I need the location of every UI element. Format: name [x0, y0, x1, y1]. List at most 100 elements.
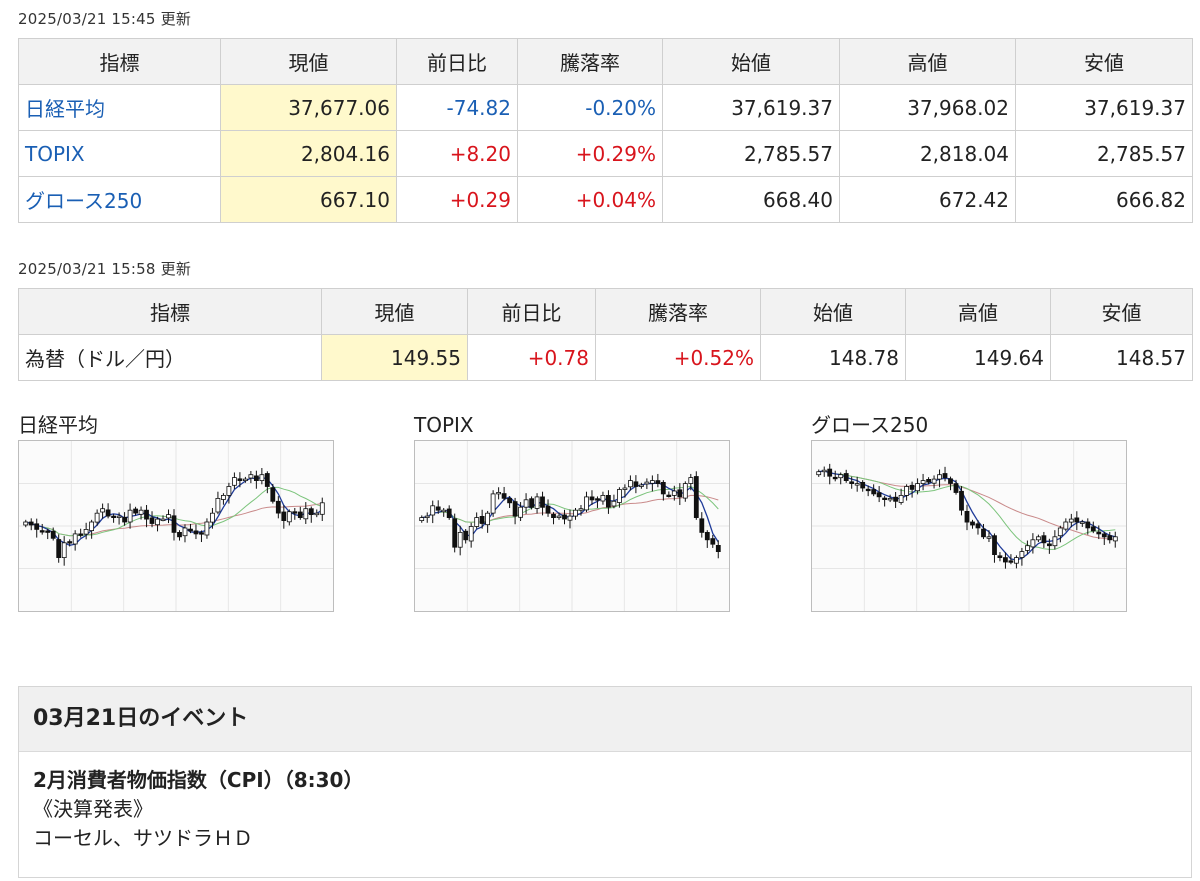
table-row: TOPIX 2,804.16 +8.20 +0.29% 2,785.57 2,8… — [18, 130, 1193, 177]
candle-body — [578, 508, 584, 511]
candle-body — [1101, 533, 1107, 538]
header-open: 始値 — [662, 38, 840, 85]
candle-body — [909, 484, 915, 490]
events-panel: 03月21日のイベント 2月消費者物価指数（CPI）（8:30） 《決算発表》 … — [18, 686, 1192, 878]
candle-body — [953, 483, 959, 493]
candle-body — [50, 530, 56, 539]
candle-body — [303, 508, 309, 520]
candle-body — [23, 521, 29, 526]
candle-body — [644, 481, 650, 485]
index-link-topix[interactable]: TOPIX — [25, 141, 85, 166]
candlestick-chart-svg[interactable] — [415, 441, 729, 611]
candle-body — [622, 487, 628, 490]
candle-body — [83, 529, 89, 535]
candle-body — [671, 490, 677, 496]
open-value: 668.40 — [662, 176, 840, 223]
current-value: 667.10 — [220, 176, 397, 223]
candle-body — [959, 490, 964, 511]
candle-body — [275, 500, 281, 514]
candle-body — [584, 496, 589, 511]
candle-body — [556, 515, 562, 518]
candle-body — [600, 495, 606, 502]
candle-body — [887, 498, 893, 501]
open-value: 148.78 — [760, 334, 906, 381]
candle-body — [682, 483, 688, 499]
candle-body — [248, 474, 254, 479]
table-header-row: 指標 現値 前日比 騰落率 始値 高値 安値 — [18, 38, 1193, 85]
candle-body — [479, 516, 485, 524]
candle-body — [253, 475, 259, 482]
chart-nikkei[interactable]: 日経平均 — [18, 410, 334, 612]
candle-body — [860, 482, 866, 489]
candle-body — [540, 496, 545, 508]
candle-body — [430, 505, 436, 516]
candlestick-chart-svg[interactable] — [812, 441, 1126, 611]
candle-body — [529, 498, 534, 508]
candle-body — [496, 492, 501, 495]
candlestick-chart-svg[interactable] — [19, 441, 333, 611]
candle-body — [1085, 521, 1091, 529]
candle-body — [595, 498, 600, 501]
candle-body — [237, 478, 243, 481]
candle-body — [964, 511, 970, 523]
table-row: 為替（ドル／円） 149.55 +0.78 +0.52% 148.78 149.… — [18, 334, 1193, 381]
candle-body — [616, 489, 622, 503]
chart-topix[interactable]: TOPIX — [414, 410, 730, 612]
candle-body — [127, 509, 133, 523]
candle-body — [177, 532, 182, 538]
candle-body — [688, 477, 694, 484]
candle-body — [105, 509, 111, 517]
rate-value: +0.04% — [517, 176, 663, 223]
candle-body — [220, 495, 226, 500]
candle-body — [551, 513, 556, 519]
candle-body — [562, 514, 567, 520]
low-value: 2,785.57 — [1015, 130, 1193, 177]
candle-body — [215, 498, 221, 513]
fx-updated-time: 2025/03/21 15:58 更新 — [18, 260, 192, 278]
candle-body — [149, 517, 155, 524]
candle-body — [435, 506, 441, 511]
current-value: 37,677.06 — [220, 84, 397, 131]
candle-body — [821, 469, 827, 473]
candle-body — [1013, 557, 1019, 564]
candle-body — [827, 468, 833, 477]
table-row: グロース250 667.10 +0.29 +0.04% 668.40 672.4… — [18, 176, 1193, 223]
candle-body — [1046, 543, 1052, 547]
header-high: 高値 — [905, 288, 1051, 335]
high-value: 149.64 — [905, 334, 1051, 381]
candle-body — [61, 542, 67, 559]
candle-body — [1008, 560, 1014, 563]
chart-growth250[interactable]: グロース250 — [811, 410, 1127, 612]
candle-body — [970, 521, 975, 526]
candle-body — [193, 530, 199, 535]
candle-body — [666, 494, 672, 497]
change-value: +0.29 — [396, 176, 518, 223]
candle-body — [452, 518, 458, 548]
table-row: 日経平均 37,677.06 -74.82 -0.20% 37,619.37 3… — [18, 84, 1193, 131]
candle-body — [419, 517, 425, 521]
open-value: 37,619.37 — [662, 84, 840, 131]
header-indicator: 指標 — [18, 288, 322, 335]
index-link-growth250[interactable]: グロース250 — [25, 189, 143, 213]
candle-body — [1074, 517, 1080, 523]
header-rate: 騰落率 — [595, 288, 761, 335]
header-change: 前日比 — [396, 38, 518, 85]
candle-body — [942, 473, 948, 478]
candle-body — [882, 497, 887, 500]
candle-body — [655, 480, 661, 484]
header-rate: 騰落率 — [517, 38, 663, 85]
candle-body — [188, 528, 193, 532]
candle-body — [199, 532, 204, 535]
candle-body — [138, 509, 144, 515]
earnings-companies: コーセル、サツドラＨＤ — [33, 826, 253, 850]
candle-body — [160, 518, 166, 521]
header-open: 始値 — [760, 288, 906, 335]
candle-body — [715, 545, 721, 553]
candle-body — [39, 530, 45, 533]
candle-body — [242, 478, 248, 481]
low-value: 666.82 — [1015, 176, 1193, 223]
candle-body — [876, 492, 882, 498]
index-link-nikkei[interactable]: 日経平均 — [25, 97, 105, 121]
candle-body — [1057, 527, 1063, 537]
candle-body — [915, 483, 920, 492]
